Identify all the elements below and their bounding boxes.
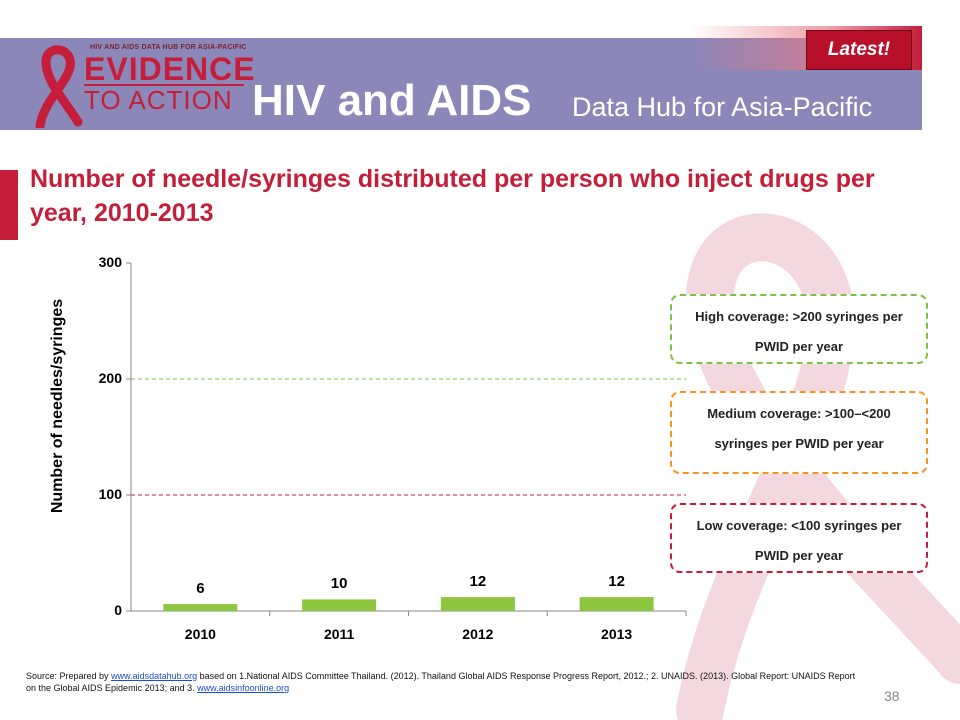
red-ribbon-icon [35,45,83,128]
bar-2011 [302,599,377,611]
data-label-2011: 10 [330,575,348,593]
data-label-2012: 12 [469,573,487,591]
latest-badge[interactable]: Latest! [806,30,912,70]
source-link-aidsinfo[interactable]: www.aidsinfoonline.org [197,683,290,693]
x-tick-label: 2010 [184,626,216,642]
source-text-1: Source: Prepared by [26,671,112,681]
medium-coverage-box: Medium coverage: >100–<200 syringes per … [670,391,928,474]
logo-divider [84,84,244,86]
source-text-2: based on 1.National AIDS Committee Thail… [26,671,856,693]
bar-2010 [163,604,238,611]
data-label-2013: 12 [608,573,625,591]
y-tick-label: 300 [98,254,122,270]
y-axis-label: Number of needles/syringes [49,298,66,514]
logo: HIV AND AIDS DATA HUB FOR ASIA-PACIFIC E… [18,40,258,128]
data-label-2010: 6 [196,580,205,598]
low-coverage-box: Low coverage: <100 syringes per PWID per… [670,503,928,573]
x-tick-label: 2013 [601,626,633,642]
ribbon-watermark [676,213,960,720]
x-tick-label: 2011 [323,626,355,642]
logo-to-action: TO ACTION [84,85,233,115]
header-title: HIV and AIDS [252,76,532,125]
source-note: Source: Prepared by www.aidsdatahub.org … [26,670,856,694]
header-subtitle: Data Hub for Asia-Pacific [572,92,873,122]
page-number: 38 [884,688,900,704]
x-tick-label: 2012 [462,626,494,642]
logo-evidence: EVIDENCE [84,51,256,87]
bar-2012 [440,597,515,611]
slide-title: Number of needle/syringes distributed pe… [30,165,875,227]
y-tick-label: 100 [98,486,122,502]
title-accent-bar [0,170,18,240]
y-tick-label: 200 [98,370,122,386]
high-coverage-box: High coverage: >200 syringes per PWID pe… [670,294,928,364]
y-tick-label: 0 [114,602,122,618]
logo-caption: HIV AND AIDS DATA HUB FOR ASIA-PACIFIC [90,44,247,51]
source-link-aidsdatahub[interactable]: www.aidsdatahub.org [111,671,198,681]
